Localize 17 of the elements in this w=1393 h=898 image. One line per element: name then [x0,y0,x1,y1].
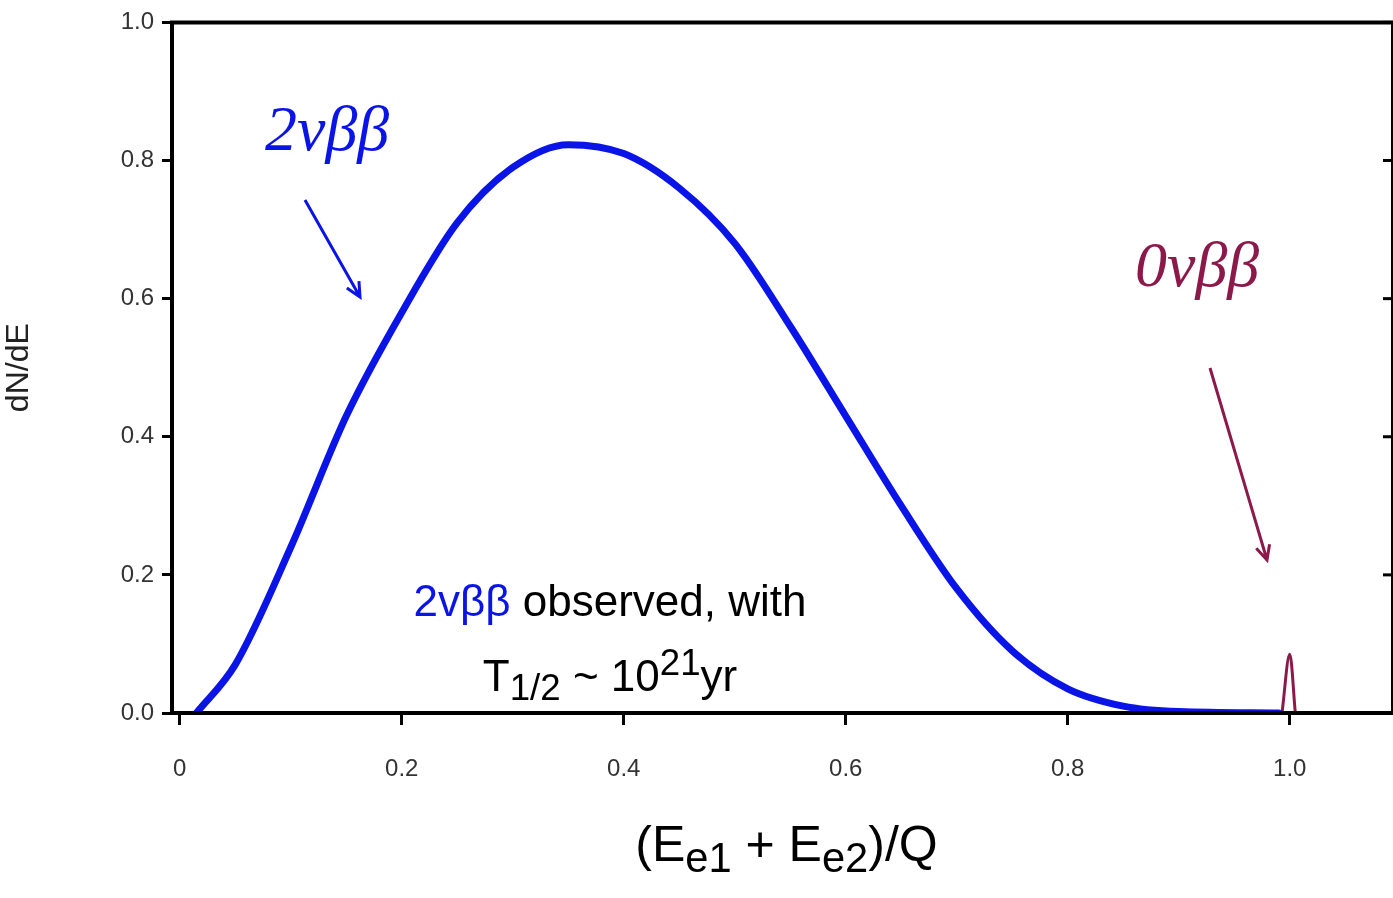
x-tick-label: 1.0 [1273,754,1307,782]
x-tick-label: 0.6 [829,754,863,782]
annotation: 2vββ observed, with T$_{1/2}$ ~ 10$^{21}$yr [412,575,808,711]
x-tick-label: 0.4 [607,754,641,782]
y-tick-label: 1.0 [120,7,154,35]
y-tick-label: 0.4 [120,421,154,449]
y-tick-label: 0.6 [120,283,154,311]
x-axis-title: (E$_{e1}$ + E$_{e2}$)/Q [634,815,939,882]
y-tick-label: 0.0 [120,697,154,725]
y-axis-title: dN/dE [0,323,36,413]
x-tick-label: 0.2 [385,754,419,782]
x-tick-label: 0.8 [1051,754,1085,782]
text: 0vββ [1135,228,1260,302]
series-label: 2vββ [265,92,390,166]
x-tick-label: 0 [173,754,187,782]
y-tick-label: 0.2 [120,559,154,587]
y-tick-label: 0.8 [120,145,154,173]
